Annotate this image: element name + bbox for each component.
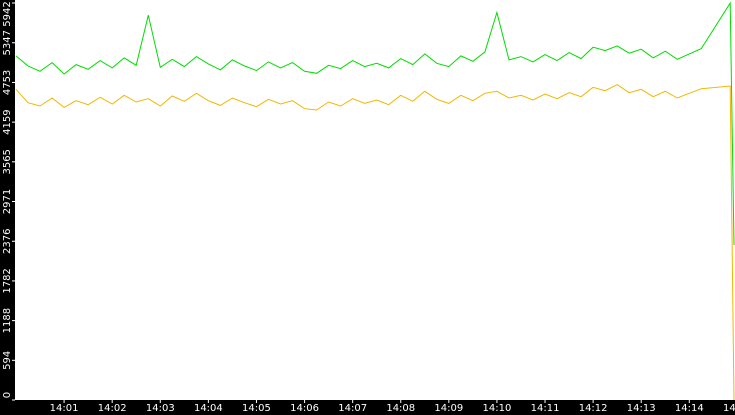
x-tick-label: 14:03 [146, 403, 175, 414]
x-tick-label: 14:04 [194, 403, 223, 414]
x-axis-bar [0, 400, 735, 415]
y-tick-label: 594 [2, 351, 13, 370]
y-tick-label: 2376 [2, 229, 13, 254]
x-tick-label: 14:13 [627, 403, 656, 414]
x-tick-label: 14:12 [579, 403, 608, 414]
y-tick-label: 0 [2, 392, 13, 398]
x-tick-label: 14:08 [386, 403, 415, 414]
series-line [15, 1, 735, 246]
y-tick-label: 2971 [2, 189, 13, 214]
y-tick-label: 1188 [2, 308, 13, 333]
x-tick-label: 14:11 [531, 403, 560, 414]
x-tick-label: 14:02 [98, 403, 127, 414]
y-tick-label: 5347 [2, 30, 13, 55]
y-tick-label: 5942 [2, 1, 13, 26]
x-tick-label: 14:07 [338, 403, 367, 414]
y-tick-label: 3565 [2, 149, 13, 174]
x-tick-label: 14:09 [434, 403, 463, 414]
y-tick-label: 4753 [2, 70, 13, 95]
series-line [15, 84, 735, 401]
x-tick-label: 14:06 [290, 403, 319, 414]
y-axis-bar [0, 0, 15, 415]
x-tick-label: 14:10 [483, 403, 512, 414]
x-tick-label: 14:05 [242, 403, 271, 414]
y-tick-label: 1782 [2, 268, 13, 293]
x-tick-label: 14:14 [675, 403, 704, 414]
x-tick-label: 14:01 [50, 403, 79, 414]
x-tick-label: 14:15 [723, 403, 735, 414]
y-tick-label: 4159 [2, 109, 13, 134]
